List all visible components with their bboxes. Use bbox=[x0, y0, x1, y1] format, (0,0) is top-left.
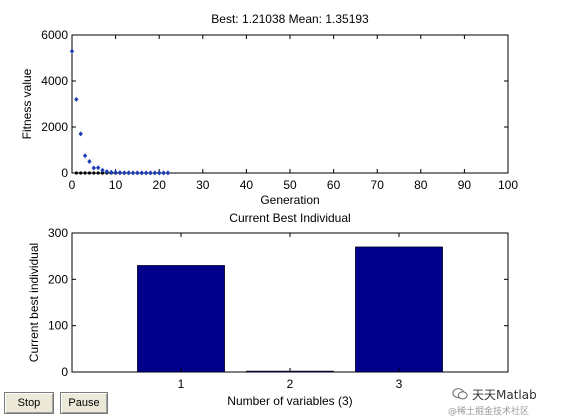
plot-area bbox=[71, 34, 509, 174]
chart-title: Best: 1.21038 Mean: 1.35193 bbox=[211, 12, 369, 26]
x-tick-label: 10 bbox=[109, 178, 123, 192]
mean-fitness-point bbox=[104, 169, 110, 175]
mean-fitness-point bbox=[91, 165, 96, 171]
chart-title: Current Best Individual bbox=[229, 211, 350, 225]
mean-fitness-point bbox=[109, 169, 114, 175]
mean-fitness-point bbox=[82, 153, 88, 159]
mean-fitness-point bbox=[100, 167, 105, 173]
x-tick-label: 60 bbox=[327, 178, 341, 192]
mean-fitness-point bbox=[165, 170, 171, 176]
x-tick-label: 3 bbox=[396, 377, 403, 391]
best-fitness-point bbox=[100, 171, 105, 175]
y-tick-label: 0 bbox=[61, 365, 68, 379]
mean-fitness-point bbox=[74, 96, 79, 102]
mean-fitness-point bbox=[87, 159, 92, 164]
mean-fitness-point bbox=[122, 170, 127, 176]
best-fitness-point bbox=[96, 171, 100, 175]
x-tick-label: 80 bbox=[414, 178, 428, 192]
x-tick-label: 0 bbox=[69, 178, 76, 192]
x-tick-label: 50 bbox=[283, 178, 297, 192]
mean-fitness-point bbox=[143, 170, 149, 176]
y-tick-label: 100 bbox=[48, 319, 68, 333]
x-axis-label: Generation bbox=[260, 193, 319, 207]
x-tick-label: 1 bbox=[178, 377, 185, 391]
bar bbox=[355, 246, 443, 373]
mean-fitness-point bbox=[95, 165, 101, 171]
x-tick-label: 40 bbox=[240, 178, 254, 192]
y-tick-label: 0 bbox=[61, 166, 68, 180]
best-fitness-point bbox=[79, 171, 83, 175]
mean-fitness-point bbox=[113, 170, 118, 176]
best-fitness-point bbox=[74, 171, 78, 175]
y-tick-label: 4000 bbox=[41, 74, 68, 88]
x-tick-label: 90 bbox=[458, 178, 472, 192]
y-axis-label: Fitness value bbox=[20, 68, 34, 139]
mean-fitness-point bbox=[157, 170, 162, 176]
y-axis-label: Current best individual bbox=[27, 243, 41, 362]
watermark: 天天Matlab @稀土掘金技术社区 bbox=[448, 384, 558, 418]
fitness-chart: 0 10 20 30 40 50 60 70 80 90 100 0 2000 4000 6000 Best:… bbox=[20, 12, 518, 207]
mean-fitness-point bbox=[126, 170, 131, 176]
pause-button[interactable]: Pause bbox=[60, 392, 108, 414]
x-axis-label: Number of variables (3) bbox=[227, 394, 352, 408]
mean-fitness-point bbox=[117, 170, 123, 176]
y-tick-label: 200 bbox=[48, 272, 68, 286]
best-fitness-point bbox=[83, 171, 87, 175]
watermark-subtitle: @稀土掘金技术社区 bbox=[448, 407, 530, 417]
mean-fitness-point bbox=[161, 170, 166, 176]
mean-fitness-point bbox=[152, 170, 158, 176]
x-tick-label: 20 bbox=[153, 178, 167, 192]
mean-fitness-point bbox=[130, 170, 136, 176]
mean-fitness-point bbox=[135, 170, 140, 176]
stop-button[interactable]: Stop bbox=[4, 392, 54, 414]
x-tick-label: 70 bbox=[371, 178, 385, 192]
best-fitness-point bbox=[87, 171, 92, 175]
mean-fitness-point bbox=[78, 131, 83, 137]
y-tick-label: 2000 bbox=[41, 120, 68, 134]
x-tick-label: 2 bbox=[287, 377, 294, 391]
wechat-icon bbox=[452, 388, 468, 400]
x-tick-label: 30 bbox=[196, 178, 210, 192]
x-tick-label: 100 bbox=[498, 178, 518, 192]
best-fitness-point bbox=[92, 171, 96, 175]
mean-fitness-point bbox=[148, 170, 153, 176]
watermark-title: 天天Matlab bbox=[472, 388, 537, 402]
y-tick-label: 6000 bbox=[41, 28, 68, 42]
y-tick-label: 300 bbox=[48, 226, 68, 240]
bar bbox=[137, 265, 225, 373]
mean-fitness-point bbox=[139, 170, 144, 176]
mean-fitness-point bbox=[69, 48, 75, 54]
